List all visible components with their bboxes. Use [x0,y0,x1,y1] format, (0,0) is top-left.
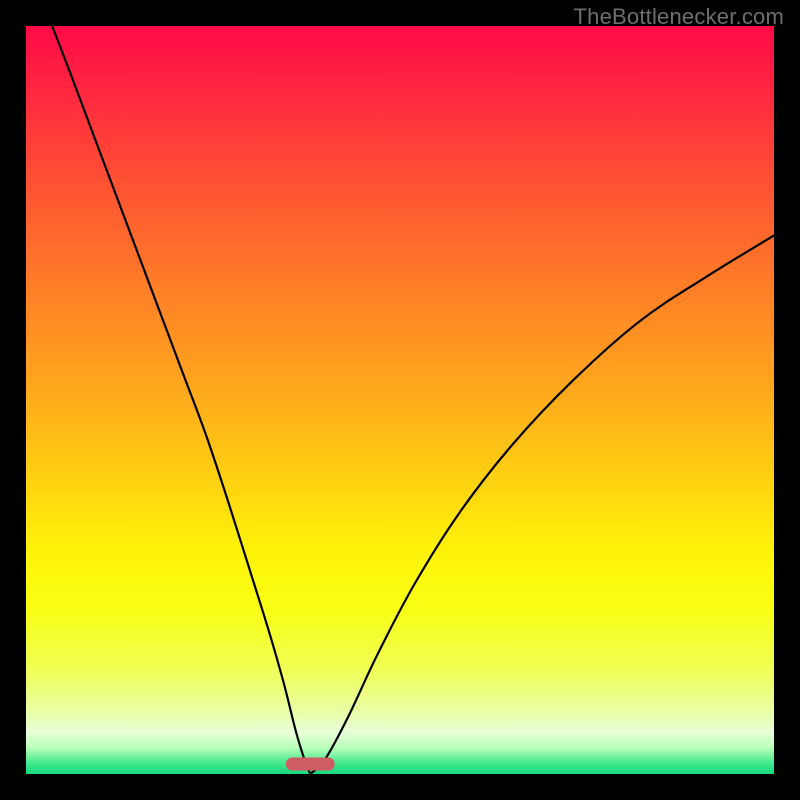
optimal-marker [286,758,335,771]
plot-area [26,26,774,774]
chart-frame: TheBottlenecker.com [0,0,800,800]
watermark-text: TheBottlenecker.com [574,4,784,30]
bottleneck-chart [0,0,800,800]
